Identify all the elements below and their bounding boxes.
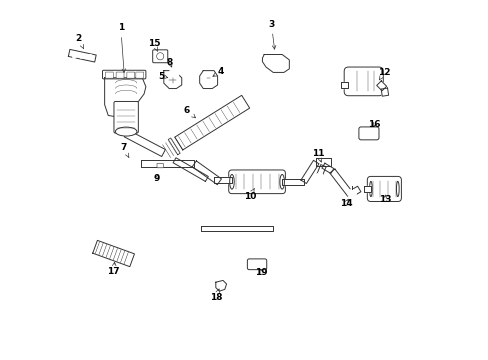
Circle shape [270,58,275,62]
Polygon shape [104,78,145,117]
Polygon shape [282,179,303,185]
Polygon shape [262,54,289,72]
FancyBboxPatch shape [358,127,378,140]
Polygon shape [321,163,333,174]
Text: 14: 14 [339,199,351,208]
Ellipse shape [115,102,137,111]
Polygon shape [317,165,325,176]
Polygon shape [214,177,231,183]
Circle shape [278,65,282,69]
Ellipse shape [279,175,284,189]
Polygon shape [124,130,165,157]
Text: 1: 1 [118,23,125,72]
Circle shape [316,173,323,180]
Text: 18: 18 [209,289,222,302]
Polygon shape [329,169,352,196]
Polygon shape [174,95,249,150]
Circle shape [79,54,83,58]
Circle shape [128,159,137,168]
Polygon shape [173,158,208,181]
Circle shape [169,67,179,77]
Text: 15: 15 [147,39,160,51]
FancyBboxPatch shape [247,259,266,270]
FancyBboxPatch shape [344,67,383,96]
Polygon shape [380,88,388,96]
Polygon shape [341,82,348,88]
FancyBboxPatch shape [105,72,113,78]
Text: 13: 13 [378,195,390,204]
Text: 17: 17 [107,262,120,276]
Polygon shape [192,161,221,185]
Text: 11: 11 [311,149,324,162]
FancyBboxPatch shape [152,50,167,63]
FancyBboxPatch shape [114,102,138,133]
FancyBboxPatch shape [136,72,143,78]
Polygon shape [163,71,182,89]
Ellipse shape [396,181,398,197]
Text: 6: 6 [183,105,195,118]
Text: 8: 8 [166,58,173,67]
FancyBboxPatch shape [102,70,145,79]
Circle shape [155,166,164,176]
Ellipse shape [156,53,163,60]
Polygon shape [93,240,134,267]
Text: 16: 16 [367,120,380,129]
Polygon shape [199,71,217,89]
Text: 4: 4 [212,67,223,76]
Polygon shape [363,186,370,192]
Polygon shape [201,226,273,231]
Ellipse shape [229,175,234,189]
FancyBboxPatch shape [116,72,124,78]
Polygon shape [215,280,226,291]
Text: 7: 7 [120,143,129,158]
Polygon shape [168,138,180,155]
Polygon shape [376,81,386,91]
Text: 3: 3 [268,19,275,49]
Text: 10: 10 [243,189,256,201]
FancyBboxPatch shape [157,163,163,168]
Text: 5: 5 [158,72,167,81]
Circle shape [88,54,92,58]
Polygon shape [140,160,194,167]
Text: 9: 9 [153,174,160,183]
Circle shape [347,189,356,198]
Circle shape [130,161,135,166]
Text: 2: 2 [76,34,83,49]
Text: 12: 12 [377,68,390,80]
Circle shape [171,69,177,75]
FancyBboxPatch shape [126,72,135,78]
FancyBboxPatch shape [366,176,401,202]
Ellipse shape [369,181,371,197]
Polygon shape [348,186,360,197]
Circle shape [72,54,77,58]
Text: 19: 19 [255,268,267,277]
Polygon shape [316,158,330,166]
Ellipse shape [115,127,137,136]
Polygon shape [300,160,318,184]
FancyBboxPatch shape [228,170,285,194]
Polygon shape [68,49,96,62]
